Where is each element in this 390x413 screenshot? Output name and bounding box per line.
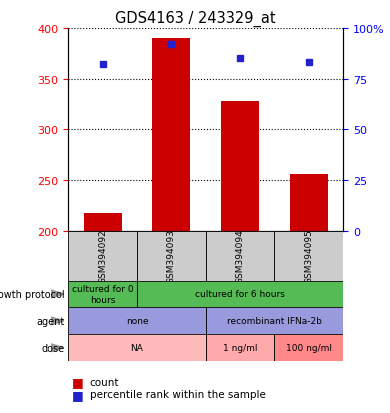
Text: 1 ng/ml: 1 ng/ml [223,344,257,352]
Text: GDS4163 / 243329_at: GDS4163 / 243329_at [115,10,275,26]
Bar [68,231,137,281]
Bar [68,281,137,308]
Text: NA: NA [131,344,144,352]
Text: ■: ■ [72,388,84,401]
Polygon shape [51,290,64,298]
Bar [206,231,275,281]
Text: growth protocol: growth protocol [0,289,64,299]
Bar [152,39,190,231]
Bar [275,335,343,361]
Bar [275,231,343,281]
Text: GSM394093: GSM394093 [167,229,176,283]
Bar [84,213,122,231]
Text: dose: dose [41,343,64,353]
Bar [137,231,206,281]
Text: cultured for 6 hours: cultured for 6 hours [195,290,285,299]
Text: GSM394094: GSM394094 [236,229,245,283]
Bar [206,335,275,361]
Bar [206,308,343,335]
Text: ■: ■ [72,375,84,389]
Text: cultured for 0
hours: cultured for 0 hours [72,285,133,304]
Text: GSM394092: GSM394092 [98,229,107,283]
Bar [68,308,206,335]
Text: agent: agent [36,316,64,326]
Bar [137,281,343,308]
Text: 100 ng/ml: 100 ng/ml [286,344,332,352]
Bar [68,335,206,361]
Text: GSM394095: GSM394095 [304,229,313,283]
Bar [221,102,259,231]
Text: percentile rank within the sample: percentile rank within the sample [90,389,266,399]
Bar [290,175,328,231]
Polygon shape [51,317,64,325]
Text: recombinant IFNa-2b: recombinant IFNa-2b [227,317,322,325]
Text: count: count [90,377,119,387]
Text: none: none [126,317,148,325]
Polygon shape [51,344,64,352]
